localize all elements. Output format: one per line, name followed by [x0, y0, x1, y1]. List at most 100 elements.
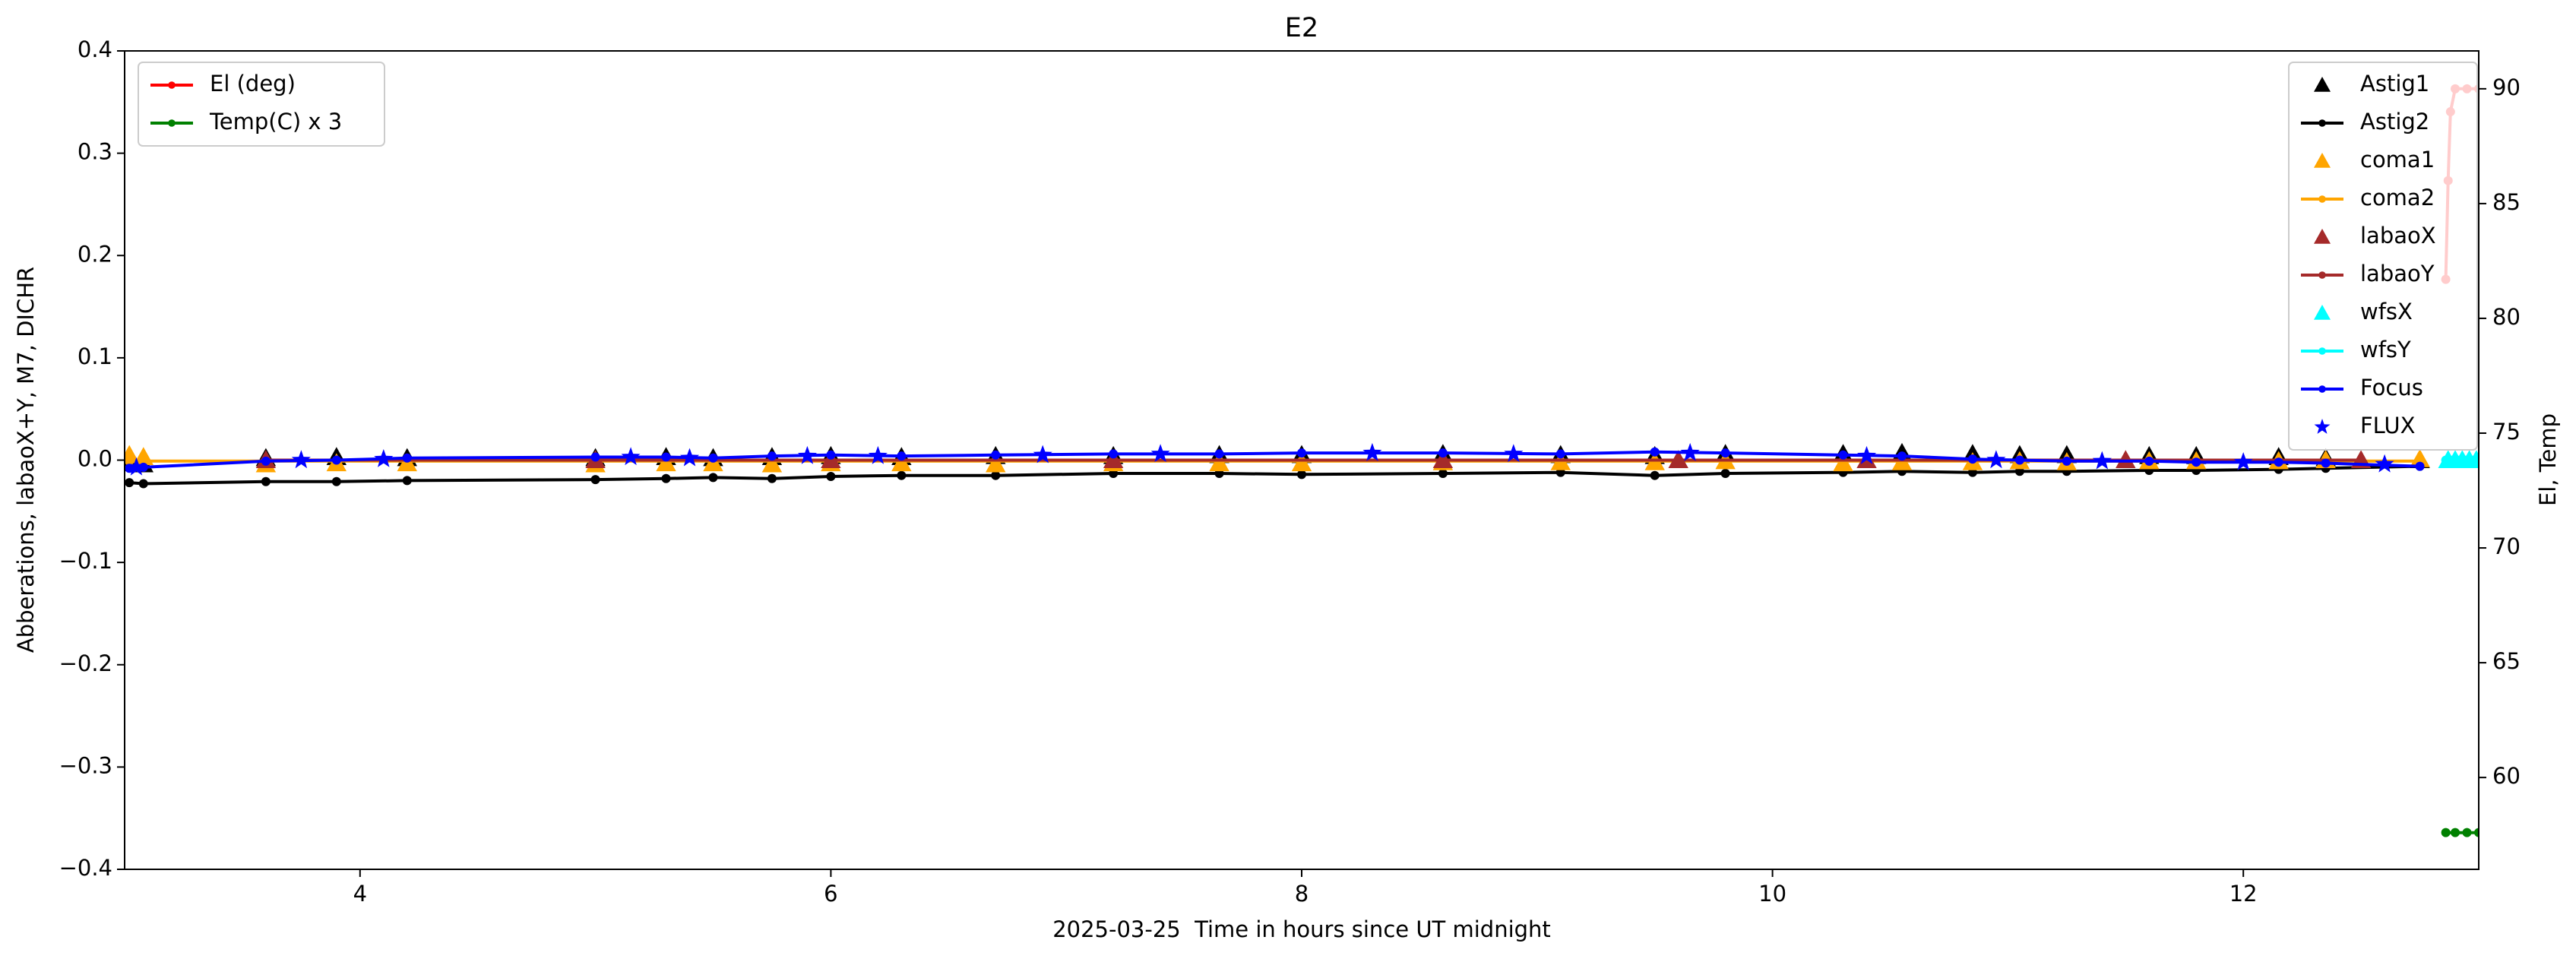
dot-marker — [897, 470, 907, 480]
star-marker — [621, 447, 641, 466]
plot-area — [125, 84, 2479, 837]
star-marker — [2375, 454, 2394, 473]
dot-marker — [1214, 449, 1224, 459]
legend-label: FLUX — [2360, 413, 2416, 438]
dot-marker — [708, 453, 718, 463]
dot-marker — [1109, 449, 1119, 459]
dot-marker — [1555, 449, 1565, 459]
dot-marker — [2441, 828, 2451, 837]
legend-label: Focus — [2360, 375, 2423, 400]
star-marker — [2314, 419, 2331, 434]
star-marker — [1362, 442, 1382, 461]
legend-item: wfsY — [2301, 337, 2411, 362]
star-marker — [374, 449, 394, 467]
star-marker — [1033, 445, 1052, 464]
dot-marker — [2441, 455, 2451, 465]
legend-item: Temp(C) x 3 — [150, 109, 342, 135]
y-tick-label: 0.2 — [78, 241, 112, 267]
dot-marker — [1650, 470, 1660, 480]
dot-marker — [2014, 455, 2024, 465]
dot-marker — [1438, 448, 1448, 458]
legend-label: Astig2 — [2360, 109, 2429, 135]
y2-tick-label: 75 — [2492, 419, 2521, 445]
dot-marker — [826, 450, 836, 460]
dot-marker — [661, 473, 671, 483]
star-marker — [1680, 442, 1700, 461]
chart-title: E2 — [1285, 13, 1318, 43]
dot-marker — [1897, 451, 1907, 461]
dot-marker — [2318, 271, 2326, 279]
dot-marker — [1838, 450, 1848, 460]
triangle-marker — [2314, 229, 2331, 244]
dot-marker — [2462, 828, 2472, 837]
legend-item: El (deg) — [150, 71, 296, 97]
dot-marker — [1297, 448, 1306, 458]
triangle-marker — [2314, 153, 2331, 168]
dot-marker — [2274, 457, 2283, 467]
dot-marker — [1438, 469, 1448, 479]
legend-box — [2288, 62, 2478, 451]
dot-marker — [661, 452, 671, 462]
legend-item: coma1 — [2314, 147, 2435, 172]
triangle-marker — [2314, 305, 2331, 320]
dot-marker — [2474, 455, 2479, 465]
legend-item: labaoY — [2301, 261, 2435, 286]
star-marker — [2092, 451, 2112, 470]
dot-marker — [1720, 469, 1730, 479]
dot-marker — [590, 452, 600, 462]
legend-item: labaoX — [2314, 223, 2436, 248]
dot-marker — [767, 473, 777, 483]
y-tick-label: −0.3 — [59, 752, 112, 778]
star-marker — [868, 445, 888, 464]
dot-marker — [2448, 455, 2457, 465]
dot-marker — [2144, 456, 2154, 466]
dot-marker — [125, 456, 134, 466]
dot-marker — [1650, 447, 1660, 457]
legend-box — [138, 62, 385, 147]
dot-marker — [1967, 454, 1977, 464]
dot-marker — [2318, 119, 2326, 127]
dot-marker — [767, 451, 777, 461]
legend-label: Temp(C) x 3 — [209, 109, 342, 135]
legend-label: labaoX — [2360, 223, 2436, 248]
star-marker — [2233, 452, 2253, 470]
x-axis-label: 2025-03-25 Time in hours since UT midnig… — [1052, 916, 1551, 942]
star-marker — [1150, 444, 1170, 463]
dot-marker — [991, 470, 1001, 480]
dot-marker — [402, 453, 412, 463]
legend-label: coma1 — [2360, 147, 2435, 172]
star-marker — [680, 448, 700, 467]
dot-marker — [2318, 385, 2326, 393]
legend-label: wfsY — [2360, 337, 2411, 362]
y-tick-label: 0.4 — [78, 36, 112, 62]
legend-label: wfsX — [2360, 299, 2413, 324]
dot-marker — [402, 476, 412, 486]
y2-tick-label: 80 — [2492, 304, 2521, 330]
y-tick-label: 0.1 — [78, 343, 112, 369]
dot-marker — [590, 475, 600, 485]
y2-axis-label: El, Temp — [2535, 413, 2561, 506]
y-tick-label: −0.4 — [59, 855, 112, 881]
dot-marker — [331, 476, 341, 486]
dot-marker — [261, 456, 271, 466]
legend-item: Astig1 — [2314, 71, 2429, 97]
star-marker — [126, 457, 146, 476]
dot-marker — [2062, 456, 2071, 466]
y-tick-label: −0.1 — [59, 548, 112, 574]
dot-marker — [1297, 470, 1306, 480]
triangle-marker — [2314, 77, 2331, 92]
dot-marker — [2321, 458, 2331, 468]
dot-marker — [2318, 347, 2326, 355]
dot-marker — [2474, 828, 2479, 837]
y2-tick-label: 85 — [2492, 189, 2521, 215]
x-tick-label: 12 — [2229, 881, 2258, 907]
x-tick-label: 6 — [824, 881, 837, 907]
dot-marker — [125, 478, 134, 488]
star-marker — [1857, 445, 1877, 464]
dot-marker — [2318, 195, 2326, 203]
legend-item: coma2 — [2301, 185, 2435, 210]
legend-item: Astig2 — [2301, 109, 2429, 135]
x-tick-label: 8 — [1295, 881, 1309, 907]
